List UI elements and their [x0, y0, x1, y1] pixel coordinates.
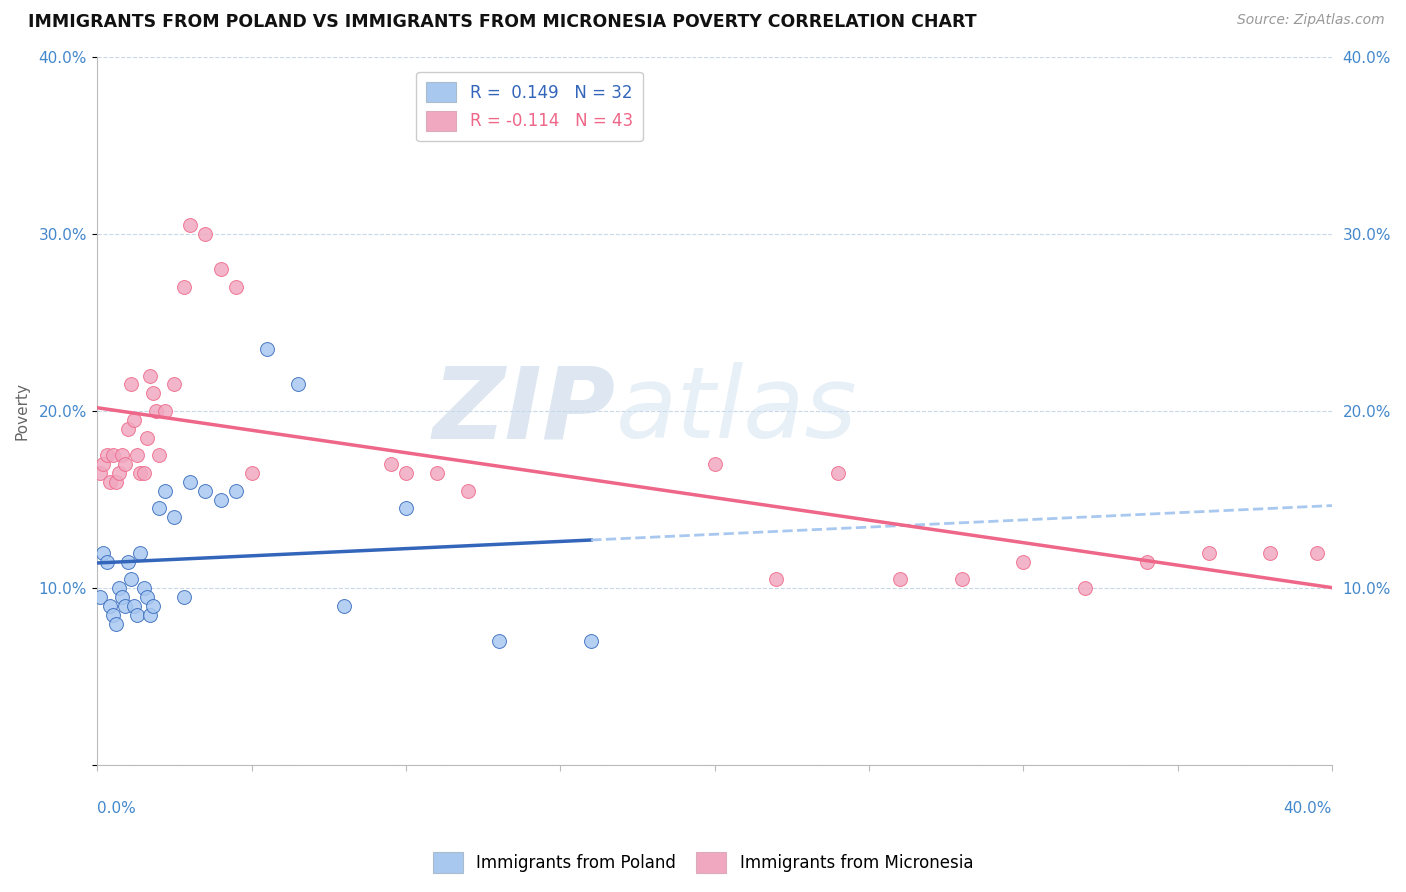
Point: [179, 475, 201, 489]
Point: [153, 483, 176, 498]
Point: [148, 448, 170, 462]
Point: [488, 634, 510, 648]
Point: [96, 554, 118, 568]
Point: [827, 466, 849, 480]
Point: [380, 457, 402, 471]
Point: [135, 430, 157, 444]
Point: [395, 466, 418, 480]
Point: [111, 448, 134, 462]
Point: [129, 466, 152, 480]
Point: [145, 404, 167, 418]
Point: [120, 572, 142, 586]
Point: [104, 616, 127, 631]
Point: [93, 546, 115, 560]
Point: [579, 634, 602, 648]
Point: [135, 590, 157, 604]
Point: [765, 572, 787, 586]
Point: [142, 386, 165, 401]
Point: [101, 448, 124, 462]
Point: [240, 466, 263, 480]
Point: [1012, 554, 1035, 568]
Y-axis label: Poverty: Poverty: [15, 382, 30, 440]
Point: [194, 227, 217, 241]
Point: [108, 581, 131, 595]
Point: [163, 510, 186, 524]
Point: [1136, 554, 1159, 568]
Point: [225, 280, 247, 294]
Point: [889, 572, 911, 586]
Point: [89, 590, 111, 604]
Point: [163, 377, 186, 392]
Point: [120, 377, 142, 392]
Text: atlas: atlas: [616, 362, 858, 459]
Point: [1198, 546, 1220, 560]
Point: [153, 404, 176, 418]
Point: [138, 368, 160, 383]
Text: IMMIGRANTS FROM POLAND VS IMMIGRANTS FROM MICRONESIA POVERTY CORRELATION CHART: IMMIGRANTS FROM POLAND VS IMMIGRANTS FRO…: [28, 13, 977, 31]
Point: [129, 546, 152, 560]
Point: [124, 413, 146, 427]
Point: [93, 457, 115, 471]
Point: [117, 554, 139, 568]
Text: ZIP: ZIP: [433, 362, 616, 459]
Point: [98, 599, 121, 613]
Point: [173, 590, 195, 604]
Point: [209, 492, 232, 507]
Point: [98, 475, 121, 489]
Point: [138, 607, 160, 622]
Point: [127, 607, 149, 622]
Point: [950, 572, 973, 586]
Point: [209, 262, 232, 277]
Legend: Immigrants from Poland, Immigrants from Micronesia: Immigrants from Poland, Immigrants from …: [426, 846, 980, 880]
Legend: R =  0.149   N = 32, R = -0.114   N = 43: R = 0.149 N = 32, R = -0.114 N = 43: [416, 72, 643, 141]
Point: [1260, 546, 1282, 560]
Point: [132, 581, 155, 595]
Point: [111, 590, 134, 604]
Point: [457, 483, 479, 498]
Point: [333, 599, 356, 613]
Point: [179, 218, 201, 232]
Point: [1305, 546, 1327, 560]
Point: [127, 448, 149, 462]
Point: [89, 466, 111, 480]
Point: [1074, 581, 1097, 595]
Point: [108, 466, 131, 480]
Point: [124, 599, 146, 613]
Text: Source: ZipAtlas.com: Source: ZipAtlas.com: [1237, 13, 1385, 28]
Point: [148, 501, 170, 516]
Text: 0.0%: 0.0%: [97, 801, 136, 815]
Text: 40.0%: 40.0%: [1284, 801, 1331, 815]
Point: [287, 377, 309, 392]
Point: [117, 422, 139, 436]
Point: [101, 607, 124, 622]
Point: [104, 475, 127, 489]
Point: [114, 599, 136, 613]
Point: [703, 457, 725, 471]
Point: [256, 342, 278, 356]
Point: [225, 483, 247, 498]
Point: [132, 466, 155, 480]
Point: [194, 483, 217, 498]
Point: [96, 448, 118, 462]
Point: [114, 457, 136, 471]
Point: [426, 466, 449, 480]
Point: [173, 280, 195, 294]
Point: [142, 599, 165, 613]
Point: [395, 501, 418, 516]
